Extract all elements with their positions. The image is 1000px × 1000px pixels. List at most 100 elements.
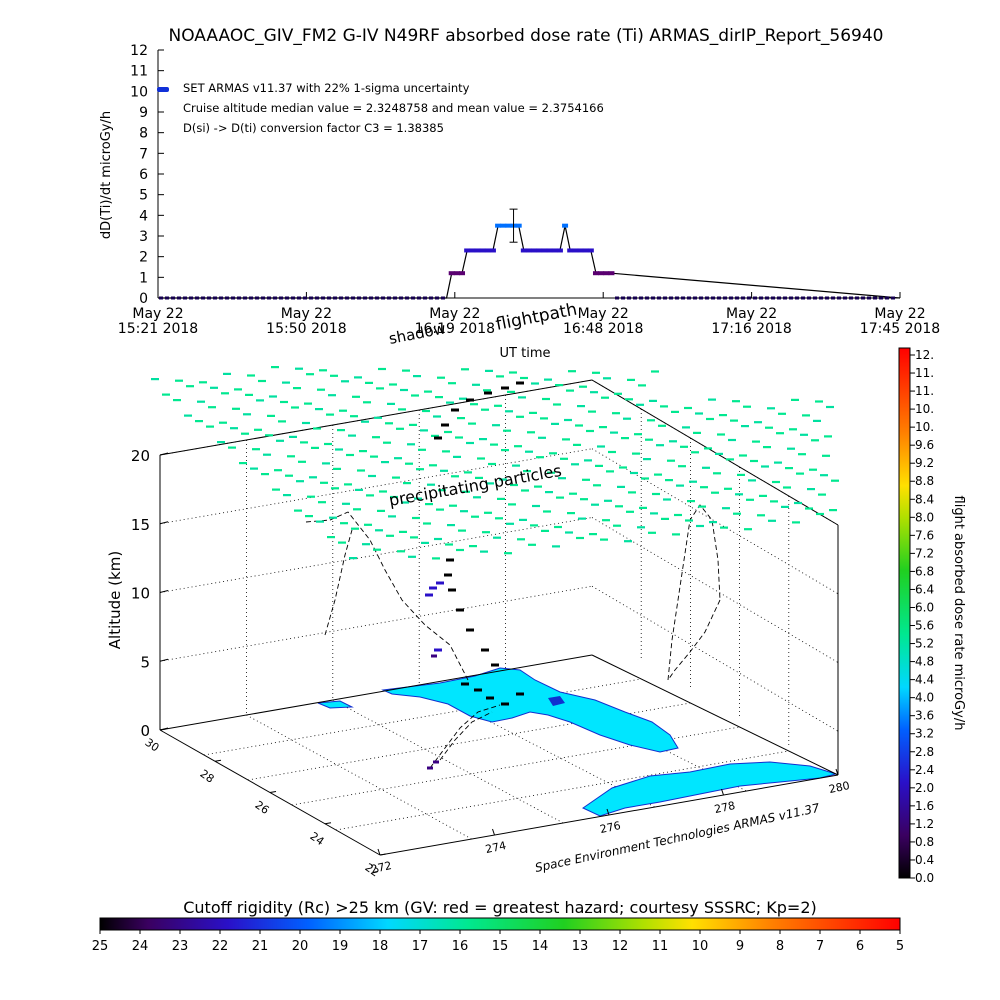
zero-dose-point [705, 296, 709, 300]
zero-dose-point [693, 296, 697, 300]
particle-marker [685, 519, 693, 522]
longitude-tick-mark [492, 828, 495, 836]
colorbar-tick-label: 0.4 [915, 853, 934, 867]
particle-marker [510, 483, 518, 487]
particle-marker [791, 398, 799, 401]
particle-marker [576, 536, 584, 540]
particle-marker [663, 498, 671, 501]
annotation-shadow: shadow [387, 319, 447, 348]
legend-series-label: SET ARMAS v11.37 with 22% 1-sigma uncert… [183, 81, 470, 95]
particle-marker [370, 455, 378, 458]
particle-marker [493, 536, 501, 539]
colorbar-tick-label: 5.6 [915, 619, 934, 633]
particle-marker [704, 447, 712, 450]
particle-marker [340, 522, 348, 525]
zero-dose-point [159, 296, 163, 300]
particle-marker [824, 435, 832, 438]
flight-track-point [501, 702, 509, 706]
particle-marker [592, 371, 600, 374]
altitude-tick-mark [159, 521, 169, 525]
particle-marker [265, 434, 273, 437]
particle-marker [431, 434, 439, 437]
legend-note-cruise-altitude: Cruise altitude median value = 2.3248758… [183, 101, 604, 115]
back-wall-grid-line [159, 585, 593, 662]
particle-marker [315, 408, 323, 411]
dose-rate-point [531, 248, 538, 253]
flight-track-point [491, 663, 499, 667]
particle-marker [342, 502, 350, 505]
dose-rate-point [520, 248, 527, 253]
particle-marker [457, 417, 465, 420]
particle-marker [708, 398, 716, 401]
colorbar-tick-label: 10. [915, 402, 934, 416]
altitude-tick-mark [159, 452, 169, 456]
particle-marker [789, 428, 797, 431]
rigidity-tick-label: 7 [816, 939, 824, 954]
particle-marker [353, 508, 361, 511]
particle-marker [254, 428, 262, 431]
zero-dose-point [663, 296, 667, 300]
particle-marker [746, 498, 754, 501]
particle-marker [298, 460, 306, 463]
colorbar-tick-label: 2.4 [915, 763, 934, 777]
particle-marker [534, 485, 542, 488]
particle-marker [531, 382, 539, 385]
zero-dose-point [807, 296, 811, 300]
zero-dose-point [753, 296, 757, 300]
particle-marker [282, 381, 290, 384]
cuba-landmass [582, 761, 838, 817]
dose-rate-point [526, 248, 532, 253]
zero-dose-point [315, 296, 319, 300]
particle-marker [461, 368, 469, 371]
x-tick-date-label: May 22 [726, 306, 777, 322]
zero-dose-point [255, 296, 259, 300]
particle-marker [517, 538, 525, 541]
particle-marker [554, 525, 562, 529]
altitude-tick-label: 5 [140, 653, 150, 671]
particle-marker [829, 509, 837, 512]
zero-dose-point [309, 296, 313, 300]
particle-marker [781, 505, 789, 508]
particle-marker [809, 468, 817, 471]
particle-marker [575, 424, 583, 427]
particle-marker [456, 548, 464, 552]
cutoff-rigidity-colorbar: Cutoff rigidity (Rc) >25 km (GV: red = g… [92, 898, 904, 954]
dose-rate-point [459, 271, 466, 276]
particle-marker [552, 545, 560, 548]
particle-marker [460, 510, 468, 513]
zero-dose-point [723, 296, 727, 300]
longitude-tick-label: 272 [370, 859, 393, 876]
y-tick-label: 11 [130, 64, 148, 80]
particle-marker [349, 557, 357, 560]
particle-marker [239, 462, 247, 465]
particle-marker [245, 393, 253, 396]
zero-dose-point [699, 296, 703, 300]
particle-marker [451, 475, 459, 478]
dose-rate-point [541, 248, 548, 253]
zero-dose-point [849, 296, 853, 300]
particle-marker [628, 491, 636, 494]
particle-marker [754, 421, 762, 424]
particle-marker [759, 494, 767, 497]
y-tick-label: 5 [139, 188, 148, 204]
particle-marker [444, 430, 452, 434]
rigidity-tick-label: 20 [292, 939, 309, 954]
particle-marker [733, 512, 741, 515]
dose-rate-line [158, 225, 901, 299]
particle-marker [634, 433, 642, 436]
colorbar-tick-label: 7.6 [915, 528, 934, 542]
colorbar-tick-label: 9.6 [915, 438, 934, 452]
zero-dose-point [789, 296, 793, 300]
particle-marker [475, 476, 483, 479]
particle-marker [558, 477, 566, 480]
dose-rate-point [505, 223, 512, 228]
particle-marker [589, 533, 597, 536]
particle-marker [247, 374, 255, 377]
particle-marker [586, 429, 594, 433]
particle-marker [432, 557, 440, 560]
particle-marker [700, 486, 708, 489]
particle-marker [811, 439, 819, 442]
particle-marker [630, 471, 638, 475]
3d-grid-lines [159, 379, 839, 840]
